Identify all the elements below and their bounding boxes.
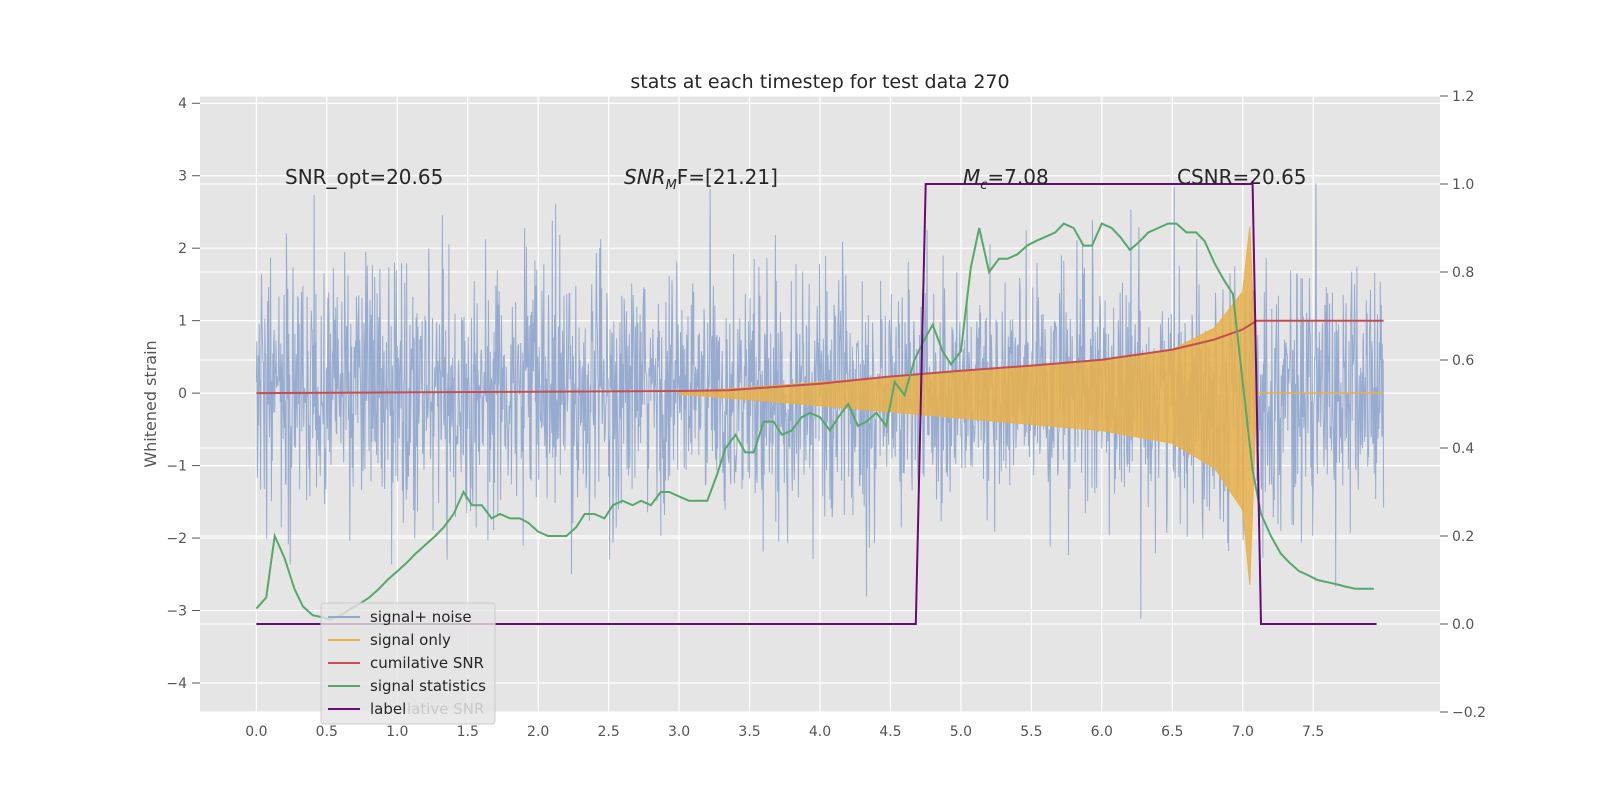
- legend-label-signal-statistics: signal statistics: [370, 677, 486, 695]
- annotations: SNR_opt=20.65 SNRMF=[21.21] Mc=7.08 CSNR…: [285, 165, 1307, 193]
- x-tick-label: 4.5: [879, 724, 901, 740]
- legend-label-label: label: [370, 700, 406, 718]
- snr-mf-sub: M: [666, 178, 677, 193]
- x-tick-label: 5.5: [1020, 724, 1042, 740]
- legend-label-signal-noise: signal+ noise: [370, 608, 472, 626]
- x-tick-label: 7.0: [1232, 724, 1254, 740]
- legend-ghost-text: lative SNR: [407, 700, 484, 718]
- y-tick-label: −4: [166, 676, 187, 692]
- mc-annotation: Mc=7.08: [963, 165, 1049, 193]
- label-series: [256, 183, 1377, 625]
- y-tick-label: 0: [178, 386, 187, 402]
- y2-tick-label: 0.2: [1452, 529, 1474, 545]
- y-tick-label: −1: [166, 459, 187, 475]
- mc-sub: c: [980, 178, 987, 193]
- y-tick-label: 3: [178, 169, 187, 185]
- y-tick-label: −3: [166, 604, 187, 620]
- csnr-annotation: CSNR=20.65: [1177, 165, 1307, 189]
- chart-title: stats at each timestep for test data 270: [630, 71, 1009, 93]
- y-tick-label: 4: [178, 96, 187, 112]
- mc-rest: =7.08: [987, 165, 1048, 189]
- y2-tick-label: 0.6: [1452, 353, 1474, 369]
- x-tick-label: 1.0: [386, 724, 408, 740]
- snr-mf-annotation: SNRMF=[21.21]: [624, 165, 778, 193]
- legend-label-cumilative-snr: cumilative SNR: [370, 654, 484, 672]
- series-layer: [255, 183, 1385, 625]
- y2-tick-label: 0.8: [1452, 265, 1474, 281]
- snr-mf-base: SNR: [624, 165, 666, 189]
- x-tick-label: 3.0: [668, 724, 690, 740]
- legend-box: [320, 602, 496, 725]
- y2-tick-label: 0.0: [1452, 617, 1474, 633]
- signal-statistics-series: [255, 222, 1374, 621]
- legend: signal+ noise signal only cumilative SNR…: [320, 602, 496, 725]
- x-tick-label: 2.0: [527, 724, 549, 740]
- x-tick-label: 5.0: [950, 724, 972, 740]
- x-tick-label: 1.5: [457, 724, 479, 740]
- axes-layer: 0.0 0.5 1.0 1.5 2.0 2.5 3.0 3.5 4.0 4.5 5.0 5.5 6.0 6…: [166, 89, 1486, 740]
- y2-tick-label: 0.4: [1452, 441, 1474, 457]
- y2-tick-label: 1.2: [1452, 89, 1474, 105]
- y-tick-label: 1: [178, 314, 187, 330]
- x-tick-label: 6.0: [1091, 724, 1113, 740]
- y2-tick-label: −0.2: [1452, 705, 1486, 721]
- x-tick-label: 6.5: [1161, 724, 1183, 740]
- x-tick-label: 3.5: [738, 724, 760, 740]
- x-tick-label: 4.0: [809, 724, 831, 740]
- snr-opt-annotation: SNR_opt=20.65: [285, 165, 443, 189]
- x-tick-label: 0.0: [245, 724, 267, 740]
- x-tick-label: 7.5: [1302, 724, 1324, 740]
- y-tick-label: −2: [166, 531, 187, 547]
- y-tick-label: 2: [178, 241, 187, 257]
- y-axis-label: Whitened strain: [141, 340, 160, 467]
- snr-mf-rest: F=[21.21]: [677, 165, 778, 189]
- x-tick-label: 0.5: [316, 724, 338, 740]
- cumilative-snr-series: [256, 319, 1384, 395]
- x-tick-label: 2.5: [598, 724, 620, 740]
- legend-label-signal-only: signal only: [370, 631, 451, 649]
- mc-base: M: [963, 165, 980, 189]
- y2-tick-label: 1.0: [1452, 177, 1474, 193]
